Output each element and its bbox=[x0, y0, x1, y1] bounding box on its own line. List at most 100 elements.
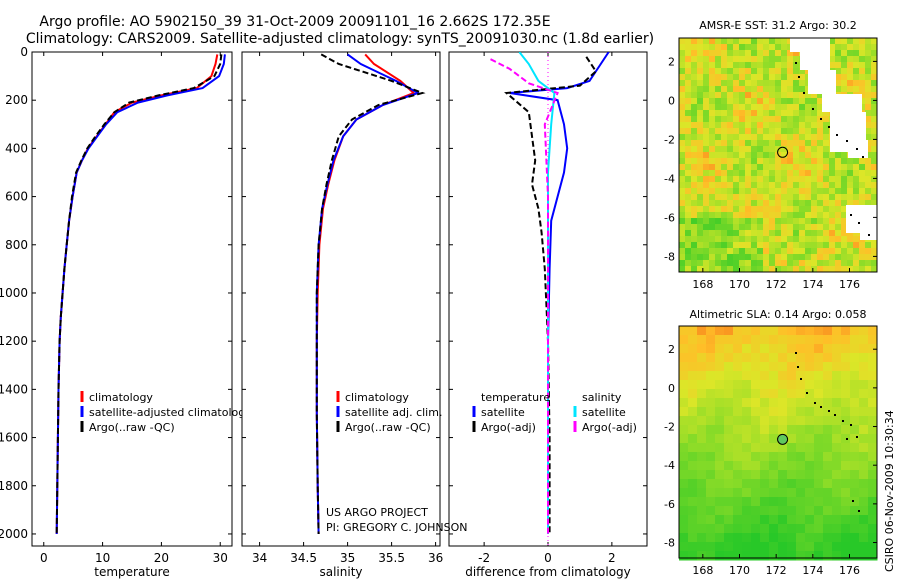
field-cell bbox=[793, 176, 800, 183]
field-cell bbox=[775, 266, 782, 273]
field-cell bbox=[739, 164, 746, 171]
field-cell bbox=[733, 506, 743, 516]
field-cell bbox=[805, 224, 812, 231]
field-cell bbox=[850, 434, 860, 444]
field-cell bbox=[841, 152, 848, 159]
field-cell bbox=[817, 176, 824, 183]
field-cell bbox=[781, 182, 788, 189]
field-cell bbox=[823, 533, 833, 543]
field-cell bbox=[721, 128, 728, 135]
field-cell bbox=[775, 68, 782, 75]
field-cell bbox=[805, 443, 815, 453]
field-cell bbox=[739, 176, 746, 183]
field-cell bbox=[829, 152, 836, 159]
field-cell bbox=[679, 110, 686, 117]
field-cell bbox=[853, 200, 860, 207]
field-cell bbox=[814, 380, 824, 390]
field-cell bbox=[727, 188, 734, 195]
field-cell bbox=[697, 371, 707, 381]
field-cell bbox=[868, 407, 878, 417]
field-cell bbox=[778, 326, 788, 336]
field-cell bbox=[697, 170, 704, 177]
field-cell bbox=[703, 50, 710, 57]
field-cell bbox=[787, 134, 794, 141]
field-cell bbox=[751, 362, 761, 372]
field-cell bbox=[769, 44, 776, 51]
field-cell bbox=[799, 128, 806, 135]
figure-title-line1: Argo profile: AO 5902150_39 31-Oct-2009 … bbox=[39, 14, 550, 30]
field-cell bbox=[706, 434, 716, 444]
field-cell bbox=[679, 236, 686, 243]
field-cell bbox=[817, 242, 824, 249]
field-cell bbox=[733, 443, 743, 453]
field-cell bbox=[721, 164, 728, 171]
field-cell bbox=[832, 542, 842, 552]
field-cell bbox=[805, 389, 815, 399]
field-cell bbox=[781, 236, 788, 243]
field-cell bbox=[727, 254, 734, 261]
field-cell bbox=[703, 92, 710, 99]
field-cell bbox=[841, 470, 851, 480]
field-cell bbox=[697, 74, 704, 81]
field-cell bbox=[751, 224, 758, 231]
field-cell bbox=[814, 371, 824, 381]
field-cell bbox=[841, 461, 851, 471]
field-cell bbox=[721, 248, 728, 255]
field-cell bbox=[697, 326, 707, 336]
field-cell bbox=[727, 44, 734, 51]
field-cell bbox=[865, 110, 872, 117]
field-cell bbox=[697, 146, 704, 153]
field-cell bbox=[739, 248, 746, 255]
field-cell bbox=[835, 152, 842, 159]
field-cell bbox=[679, 551, 689, 561]
field-cell bbox=[757, 92, 764, 99]
field-cell bbox=[715, 443, 725, 453]
field-cell bbox=[841, 551, 851, 561]
field-cell bbox=[799, 182, 806, 189]
legend-entry: satellite bbox=[582, 406, 626, 419]
coastline-dot bbox=[858, 222, 860, 224]
field-cell bbox=[715, 176, 722, 183]
field-cell bbox=[679, 62, 686, 69]
field-cell bbox=[763, 230, 770, 237]
field-cell bbox=[715, 194, 722, 201]
field-cell bbox=[835, 38, 842, 45]
field-cell bbox=[685, 62, 692, 69]
field-cell bbox=[688, 542, 698, 552]
field-cell bbox=[763, 248, 770, 255]
field-cell bbox=[799, 104, 806, 111]
field-cell bbox=[715, 56, 722, 63]
field-cell bbox=[721, 50, 728, 57]
field-cell bbox=[709, 146, 716, 153]
field-cell bbox=[841, 407, 851, 417]
field-cell bbox=[757, 176, 764, 183]
field-cell bbox=[823, 515, 833, 525]
field-cell bbox=[829, 200, 836, 207]
field-cell bbox=[811, 182, 818, 189]
field-cell bbox=[805, 452, 815, 462]
field-cell bbox=[769, 218, 776, 225]
field-cell bbox=[706, 326, 716, 336]
field-cell bbox=[835, 206, 842, 213]
field-cell bbox=[781, 122, 788, 129]
field-cell bbox=[751, 206, 758, 213]
field-cell bbox=[775, 98, 782, 105]
field-cell bbox=[850, 443, 860, 453]
field-cell bbox=[733, 104, 740, 111]
field-cell bbox=[829, 38, 836, 45]
field-cell bbox=[778, 344, 788, 354]
field-cell bbox=[859, 92, 866, 99]
field-cell bbox=[805, 194, 812, 201]
field-cell bbox=[715, 542, 725, 552]
field-cell bbox=[757, 236, 764, 243]
field-cell bbox=[775, 116, 782, 123]
field-cell bbox=[868, 515, 878, 525]
field-cell bbox=[727, 170, 734, 177]
field-cell bbox=[850, 344, 860, 354]
field-cell bbox=[829, 62, 836, 69]
field-cell bbox=[703, 68, 710, 75]
field-cell bbox=[778, 353, 788, 363]
field-cell bbox=[832, 524, 842, 534]
field-cell bbox=[679, 434, 689, 444]
field-cell bbox=[769, 68, 776, 75]
